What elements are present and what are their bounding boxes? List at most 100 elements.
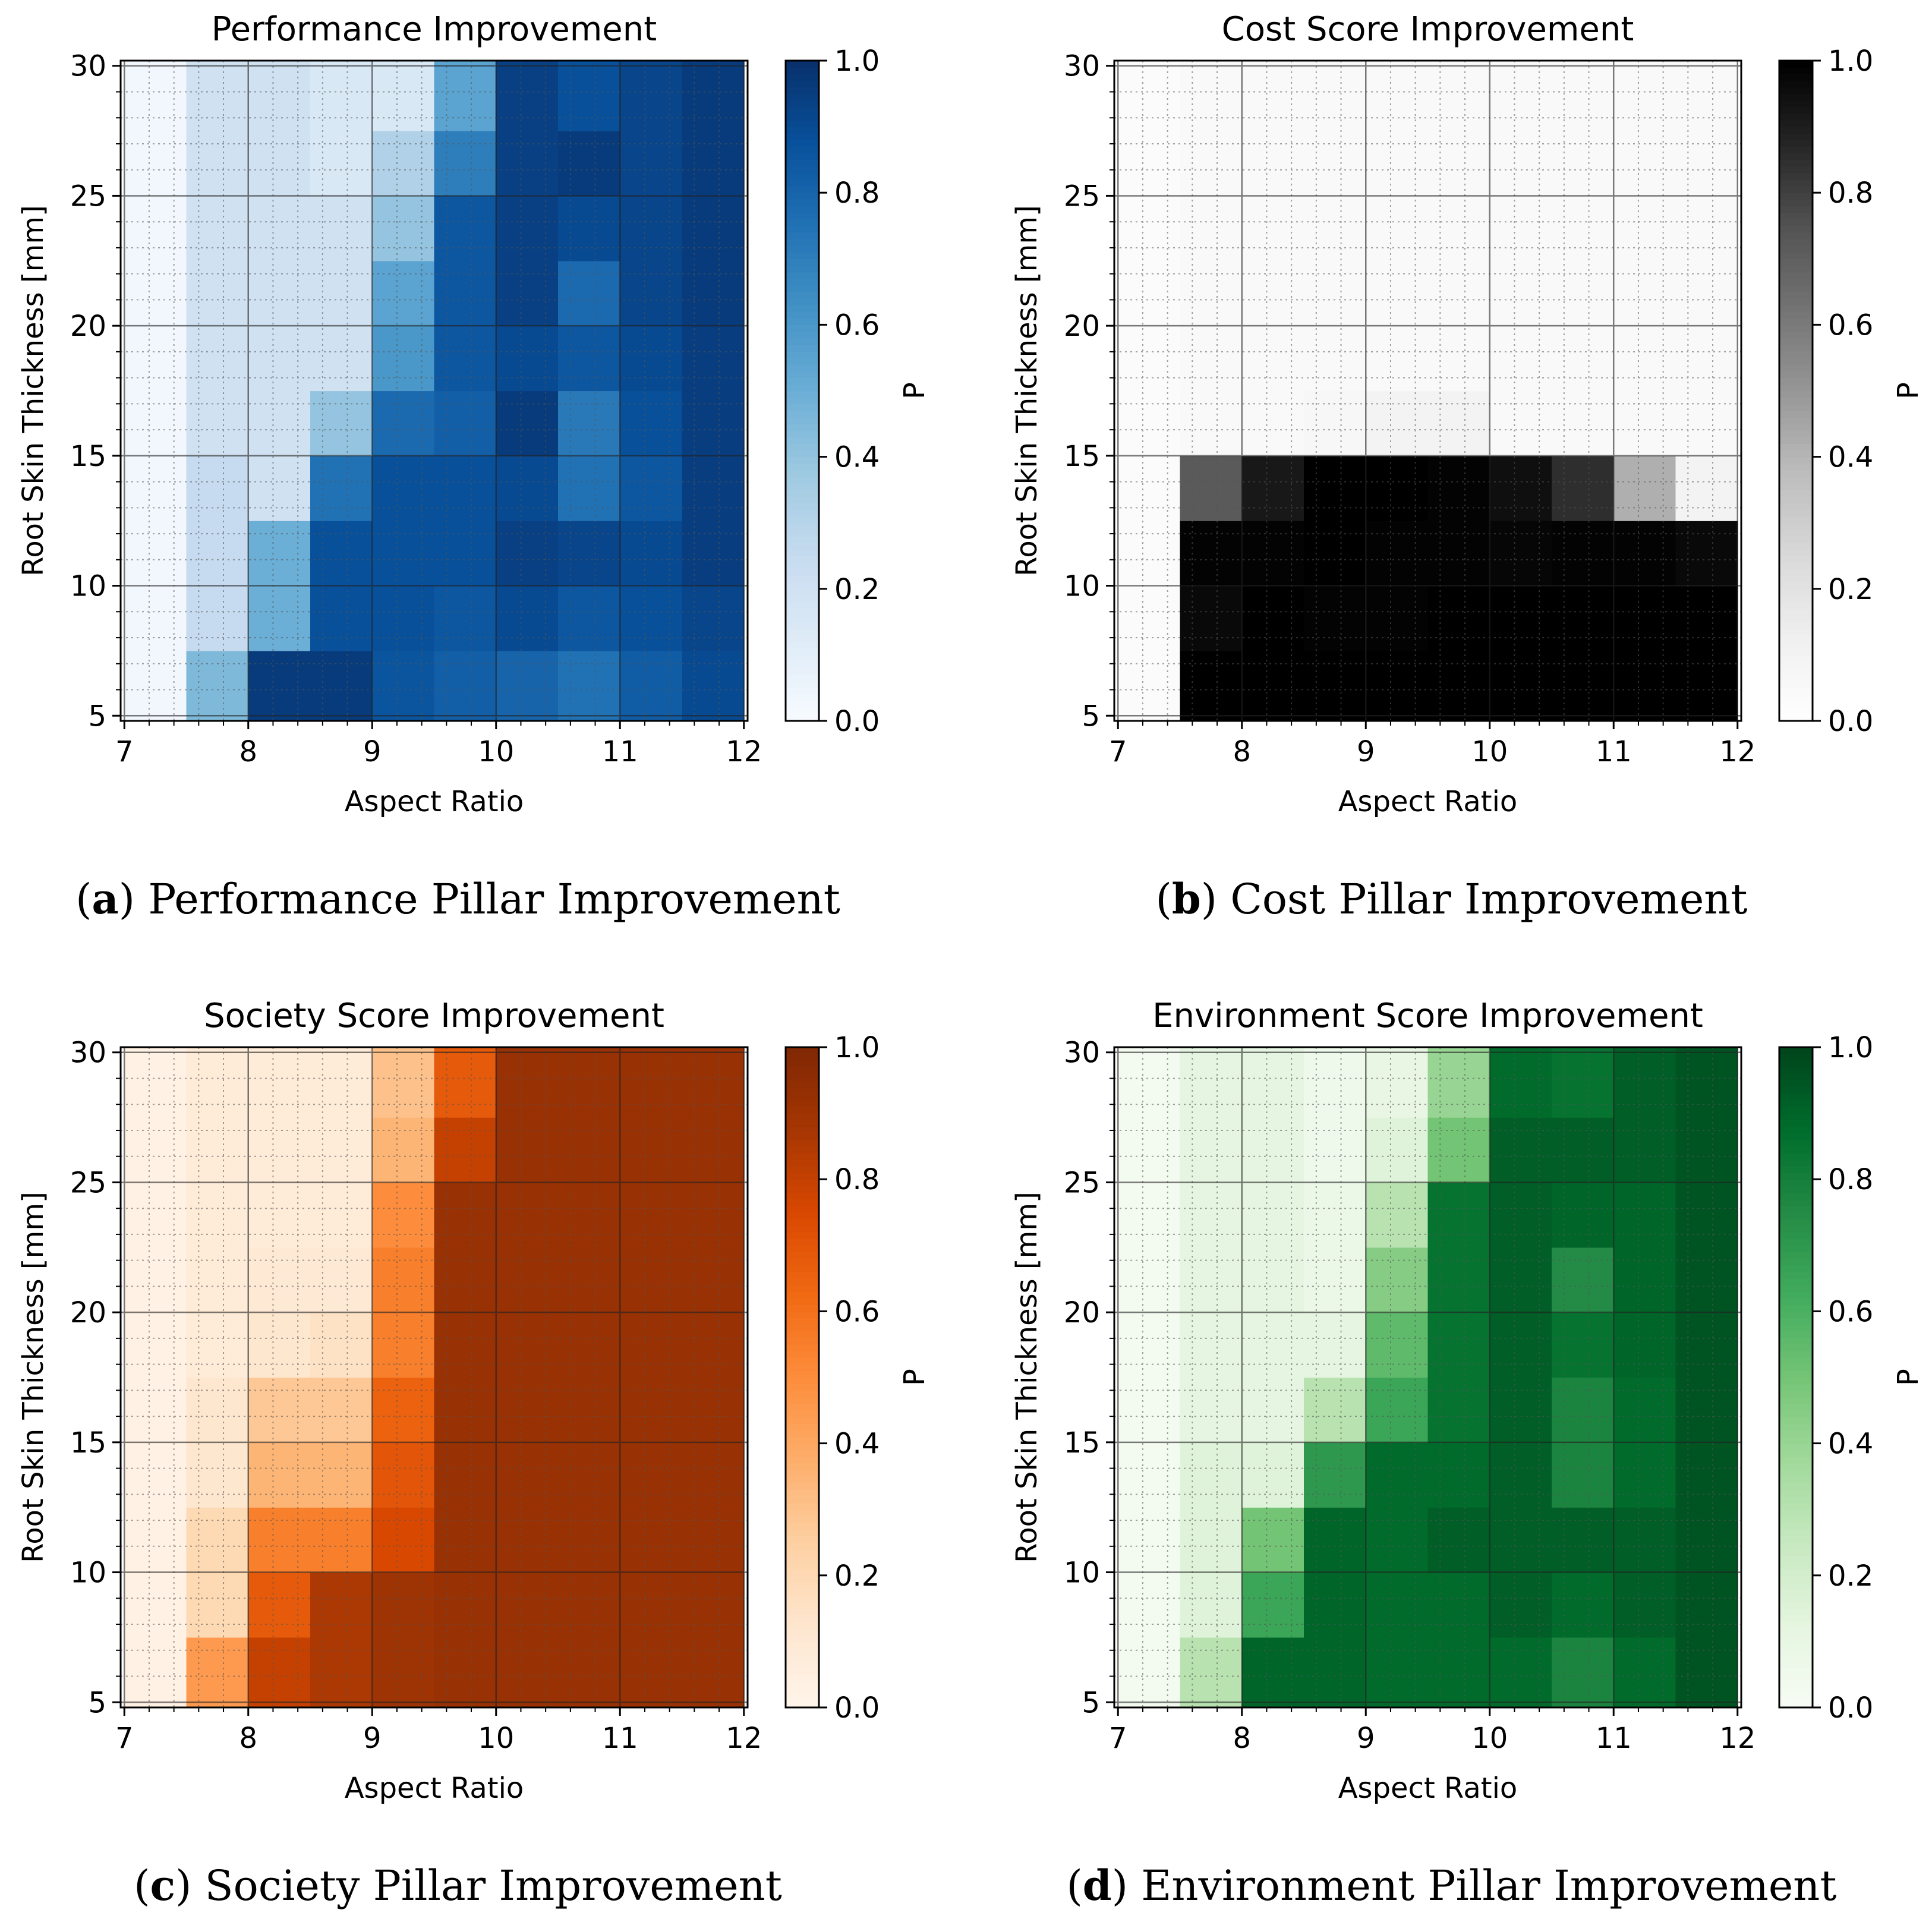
heatmap-cell bbox=[1427, 1247, 1490, 1313]
x-tick-label: 10 bbox=[478, 735, 514, 768]
y-tick-label: 30 bbox=[1064, 1036, 1100, 1070]
heatmap-cell bbox=[620, 1247, 683, 1313]
colorbar-segment bbox=[1779, 1397, 1813, 1404]
heatmap-cell bbox=[558, 196, 620, 261]
heatmap-cell bbox=[186, 61, 249, 131]
heatmap-cell bbox=[310, 1637, 373, 1708]
heatmap-cell bbox=[1304, 1047, 1366, 1118]
heatmap-cell bbox=[248, 1247, 311, 1313]
colorbar-segment bbox=[786, 384, 819, 392]
colorbar-segment bbox=[1779, 1529, 1813, 1536]
colorbar-segment bbox=[1779, 390, 1813, 398]
colorbar-segment bbox=[1779, 1423, 1813, 1431]
heatmap-cell bbox=[1304, 1182, 1366, 1248]
y-tick-label: 5 bbox=[1082, 1686, 1100, 1719]
heatmap-cell bbox=[1427, 1047, 1490, 1118]
colorbar-segment bbox=[1779, 1483, 1813, 1490]
colorbar-segment bbox=[786, 668, 819, 675]
heatmap-cell bbox=[310, 1247, 373, 1313]
heatmap-cell bbox=[1241, 1047, 1304, 1118]
x-tick-label: 9 bbox=[363, 735, 382, 768]
colorbar-segment bbox=[1779, 298, 1813, 305]
colorbar-segment bbox=[1779, 278, 1813, 286]
colorbar-segment bbox=[786, 483, 819, 490]
heatmap-cell bbox=[1613, 1182, 1676, 1248]
colorbar-segment bbox=[786, 371, 819, 378]
x-tick-label: 11 bbox=[602, 1722, 638, 1755]
heatmap-cell bbox=[310, 521, 373, 587]
colorbar-tick-label: 1.0 bbox=[834, 1031, 880, 1064]
heatmap-cell bbox=[496, 1377, 559, 1443]
heatmap-cell bbox=[186, 1247, 249, 1313]
colorbar-segment bbox=[1779, 1641, 1813, 1649]
heatmap-cell bbox=[372, 196, 435, 261]
colorbar-segment bbox=[786, 714, 819, 721]
heatmap-cell bbox=[372, 1117, 435, 1183]
colorbar-segment bbox=[786, 93, 819, 101]
heatmap-cell bbox=[1552, 521, 1614, 587]
colorbar-segment bbox=[786, 305, 819, 312]
heatmap-cell bbox=[186, 1377, 249, 1443]
heatmap-cell bbox=[310, 1377, 373, 1443]
colorbar-tick-label: 0.4 bbox=[834, 1428, 880, 1461]
colorbar-segment bbox=[1779, 588, 1813, 596]
colorbar-segment bbox=[786, 470, 819, 477]
colorbar-segment bbox=[786, 1047, 819, 1054]
heatmap-cell bbox=[1180, 1637, 1243, 1708]
colorbar-tick-label: 0.8 bbox=[834, 1163, 880, 1196]
colorbar-segment bbox=[1779, 87, 1813, 94]
heatmap-cell bbox=[682, 1637, 745, 1708]
heatmap-cells bbox=[1118, 1047, 1738, 1708]
colorbar-segment bbox=[1779, 701, 1813, 708]
colorbar-segment bbox=[786, 1403, 819, 1411]
y-tick-label: 15 bbox=[70, 440, 106, 473]
heatmap-cell bbox=[248, 196, 311, 261]
colorbar-segment bbox=[786, 1509, 819, 1517]
heatmap-cell bbox=[186, 1507, 249, 1573]
colorbar-segment bbox=[786, 1377, 819, 1385]
colorbar-segment bbox=[1779, 1218, 1813, 1226]
colorbar-segment bbox=[786, 1549, 819, 1556]
colorbar-segment bbox=[786, 588, 819, 596]
heatmap-cell bbox=[496, 131, 559, 197]
heatmap-cell bbox=[1118, 390, 1181, 456]
heatmap-cell bbox=[1118, 131, 1181, 197]
x-tick-label: 12 bbox=[1719, 1722, 1755, 1755]
axes-frame bbox=[119, 1046, 749, 1709]
colorbar-segment bbox=[1779, 1179, 1813, 1186]
heatmap-cell bbox=[682, 1117, 745, 1183]
colorbar-segment bbox=[786, 159, 819, 167]
y-tick-label: 5 bbox=[88, 700, 106, 733]
colorbar-segment bbox=[1779, 424, 1813, 431]
heatmap-cell bbox=[1366, 1377, 1429, 1443]
heatmap-cell bbox=[1427, 1637, 1490, 1708]
y-tick-label: 25 bbox=[1064, 179, 1100, 213]
heatmap-cell bbox=[1366, 585, 1429, 651]
heatmap-cell bbox=[1241, 196, 1304, 261]
heatmap-cell bbox=[1613, 326, 1676, 392]
y-axis-label: Root Skin Thickness [mm] bbox=[1010, 205, 1044, 576]
colorbar-segment bbox=[786, 622, 819, 629]
colorbar-segment bbox=[786, 1278, 819, 1285]
heatmap-cell bbox=[1366, 1182, 1429, 1248]
colorbar-segment bbox=[1779, 1099, 1813, 1107]
colorbar-segment bbox=[1779, 476, 1813, 484]
heatmap-cell bbox=[1489, 1377, 1552, 1443]
heatmap-cell bbox=[372, 585, 435, 651]
colorbar-segment bbox=[786, 1146, 819, 1154]
y-tick-label: 20 bbox=[70, 310, 106, 343]
heatmap-cell bbox=[1118, 196, 1181, 261]
colorbar-segment bbox=[1779, 1205, 1813, 1213]
heatmap-cell bbox=[1552, 1312, 1614, 1378]
colorbar-segment bbox=[1779, 1165, 1813, 1173]
colorbar-segment bbox=[1779, 543, 1813, 550]
heatmap-cell bbox=[372, 1377, 435, 1443]
heatmap-cell bbox=[496, 521, 559, 587]
heatmap-cell bbox=[434, 1312, 497, 1378]
colorbar-segment bbox=[1779, 1199, 1813, 1206]
colorbar-segment bbox=[1779, 516, 1813, 524]
heatmap-cell bbox=[124, 650, 187, 721]
heatmap-cell bbox=[1675, 196, 1738, 261]
colorbar-segment bbox=[786, 278, 819, 286]
colorbar-segment bbox=[1779, 1106, 1813, 1114]
